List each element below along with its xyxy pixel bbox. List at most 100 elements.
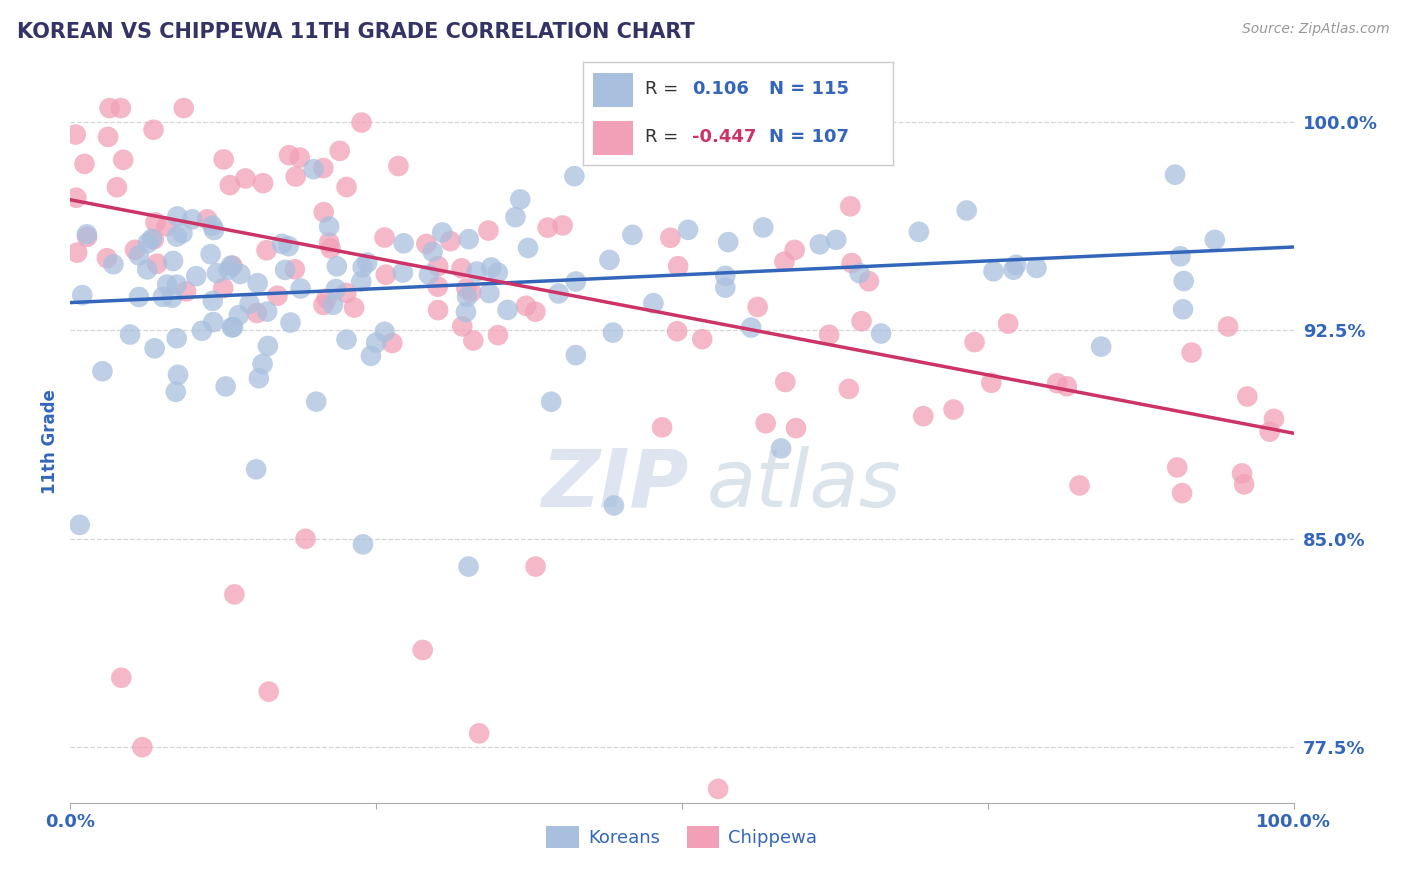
Point <box>73 157 96 171</box>
Point <box>278 148 301 162</box>
Point <box>457 559 479 574</box>
Point <box>603 499 626 513</box>
Point <box>1204 233 1226 247</box>
Point <box>997 317 1019 331</box>
Point <box>280 316 302 330</box>
Point <box>565 275 588 289</box>
Point <box>374 230 396 244</box>
Point <box>770 442 793 456</box>
Point <box>783 243 806 257</box>
Legend: Koreans, Chippewa: Koreans, Chippewa <box>538 819 825 855</box>
Point <box>128 290 150 304</box>
Point <box>252 176 274 190</box>
Point <box>381 336 404 351</box>
Point <box>166 277 188 292</box>
Point <box>124 243 146 257</box>
Point <box>97 129 120 144</box>
Point <box>450 261 472 276</box>
Point <box>755 417 778 431</box>
Point <box>870 326 893 341</box>
Point <box>350 275 373 289</box>
Point <box>858 274 880 288</box>
Point <box>1258 425 1281 439</box>
Point <box>1002 262 1025 277</box>
Point <box>305 394 328 409</box>
Point <box>256 304 278 318</box>
Point <box>229 267 252 281</box>
Point <box>142 232 165 246</box>
Point <box>118 327 141 342</box>
Point <box>326 260 349 274</box>
Point <box>166 210 188 224</box>
Text: atlas: atlas <box>706 446 901 524</box>
Point <box>146 257 169 271</box>
Point <box>1170 249 1192 263</box>
Point <box>191 324 214 338</box>
Point <box>152 290 174 304</box>
Point <box>785 421 807 435</box>
Point <box>908 225 931 239</box>
Text: KOREAN VS CHIPPEWA 11TH GRADE CORRELATION CHART: KOREAN VS CHIPPEWA 11TH GRADE CORRELATIO… <box>17 22 695 42</box>
Point <box>517 241 540 255</box>
Point <box>621 227 644 242</box>
Point <box>228 308 250 322</box>
Point <box>173 101 195 115</box>
Point <box>335 333 357 347</box>
Point <box>70 288 93 302</box>
Point <box>319 242 342 256</box>
Point <box>740 320 762 334</box>
Point <box>808 237 831 252</box>
Point <box>690 332 713 346</box>
Point <box>76 230 98 244</box>
Point <box>515 299 537 313</box>
Point <box>451 319 474 334</box>
Point <box>454 305 477 319</box>
Point <box>707 781 730 796</box>
Point <box>456 281 478 295</box>
Point <box>143 341 166 355</box>
Point <box>956 203 979 218</box>
Point <box>136 235 159 250</box>
Point <box>325 282 347 296</box>
Point <box>205 266 228 280</box>
Text: R =: R = <box>645 80 679 98</box>
Point <box>422 244 444 259</box>
Point <box>465 264 488 278</box>
Point <box>165 384 187 399</box>
Point <box>412 643 434 657</box>
Point <box>222 320 245 334</box>
Point <box>536 220 558 235</box>
Text: N = 107: N = 107 <box>769 128 849 146</box>
Point <box>160 291 183 305</box>
Point <box>352 537 374 551</box>
Point <box>717 235 740 249</box>
Point <box>201 219 224 233</box>
Point <box>312 205 335 219</box>
Point <box>202 223 225 237</box>
Point <box>162 254 184 268</box>
Point <box>167 368 190 382</box>
Point <box>322 298 344 312</box>
Text: 0.106: 0.106 <box>692 80 748 98</box>
Point <box>643 296 665 310</box>
Point <box>825 233 848 247</box>
Point <box>392 265 415 279</box>
Point <box>274 263 297 277</box>
Point <box>212 153 235 167</box>
Point <box>496 302 519 317</box>
Point <box>942 402 965 417</box>
Point <box>752 220 775 235</box>
Text: ZIP: ZIP <box>541 446 689 524</box>
Point <box>983 264 1005 278</box>
Point <box>131 740 153 755</box>
Point <box>91 364 114 378</box>
Point <box>105 180 128 194</box>
Point <box>257 339 280 353</box>
Point <box>294 532 316 546</box>
Point <box>172 226 194 240</box>
Point <box>103 257 125 271</box>
Point <box>747 300 769 314</box>
Point <box>374 268 396 282</box>
Point <box>65 191 87 205</box>
Point <box>110 671 132 685</box>
